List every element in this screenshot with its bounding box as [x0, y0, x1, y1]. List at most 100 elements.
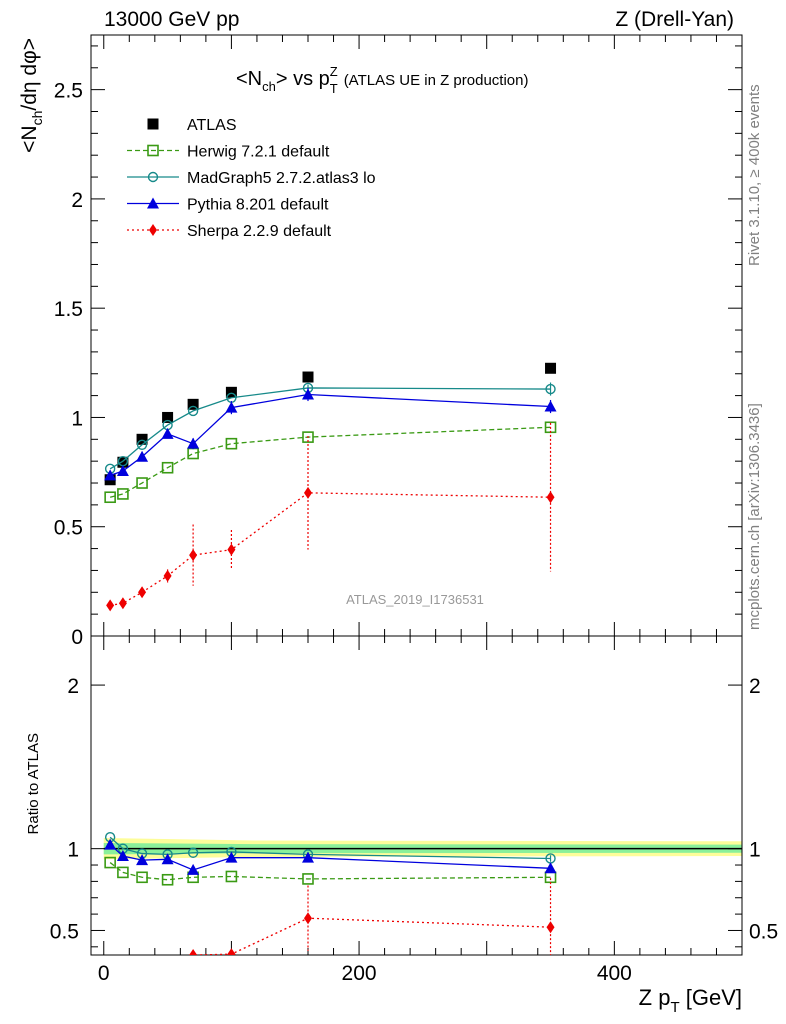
- chart-title: <Nch> vs pZ T (ATLAS UE in Z production): [236, 64, 528, 96]
- main-y-tick-label: 2.5: [54, 80, 83, 103]
- ratio-madgraph5-2-7-2-atlas3-lo-line: [109, 836, 551, 860]
- legend-sherpa-2-2-9-default-marker: [149, 224, 157, 236]
- legend-pythia-8-201-default-label: Pythia 8.201 default: [187, 197, 329, 214]
- ratio-sherpa-2-2-9-default-point: [138, 970, 146, 982]
- ratio-series: [104, 832, 557, 987]
- main-sherpa-2-2-9-default-point: [189, 549, 198, 562]
- ratio-madgraph5-2-7-2-atlas3-lo-point: [187, 847, 199, 858]
- ratio-pythia-8-201-default-point: [161, 853, 174, 865]
- main-herwig-7-2-1-default-point: [104, 491, 116, 504]
- main-atlas-point: [545, 362, 557, 374]
- main-pythia-8-201-default-point: [302, 388, 314, 400]
- ratio-herwig-7-2-1-default-point: [136, 871, 148, 884]
- main-y-tick-label: 1.5: [54, 298, 83, 321]
- legend-herwig-7-2-1-default-label: Herwig 7.2.1 default: [187, 144, 330, 161]
- header-right: Z (Drell-Yan): [615, 8, 734, 31]
- ratio-sherpa-2-2-9-default-point: [119, 975, 127, 987]
- ratio-herwig-7-2-1-default-point: [117, 866, 129, 879]
- main-pythia-8-201-default-point: [136, 450, 149, 462]
- main-sherpa-2-2-9-default-point: [138, 586, 147, 599]
- main-atlas-point: [162, 411, 174, 423]
- legend-madgraph5-2-7-2-atlas3-lo-marker: [147, 171, 159, 183]
- main-pythia-8-201-default-point: [225, 401, 238, 413]
- main-pythia-8-201-default-point: [544, 400, 557, 412]
- main-pythia-8-201-default-point: [104, 469, 117, 481]
- ratio-herwig-7-2-1-default-line: [109, 862, 551, 881]
- header-left: 13000 GeV pp: [104, 8, 240, 31]
- main-pythia-8-201-default-point: [161, 427, 174, 439]
- main-series: [104, 362, 557, 612]
- ratio-band: [103, 838, 742, 860]
- x-tick-label: 400: [597, 962, 632, 985]
- legend-sherpa-2-2-9-default-label: Sherpa 2.2.9 default: [187, 223, 332, 240]
- ratio-herwig-7-2-1-default-point: [302, 873, 314, 885]
- ratio-pythia-8-201-default-point: [104, 838, 117, 850]
- main-madgraph5-2-7-2-atlas3-lo-point: [136, 439, 148, 450]
- main-atlas-point: [136, 433, 148, 445]
- ratio-y-tick-label-right: 0.5: [749, 920, 778, 943]
- main-atlas-point: [187, 398, 199, 410]
- legend-atlas-label: ATLAS: [187, 117, 237, 134]
- main-herwig-7-2-1-default-point: [187, 447, 199, 460]
- ratio-y-tick-label-right: 1: [749, 839, 761, 862]
- main-atlas-point: [117, 456, 129, 468]
- main-madgraph5-2-7-2-atlas3-lo-point: [187, 405, 199, 417]
- main-atlas-point: [225, 386, 237, 398]
- ratio-pythia-8-201-default-point: [116, 850, 129, 862]
- main-sherpa-2-2-9-default-line: [110, 492, 551, 607]
- main-madgraph5-2-7-2-atlas3-lo-point: [545, 383, 556, 395]
- main-herwig-7-2-1-default-point: [302, 431, 314, 443]
- main-sherpa-2-2-9-default-point: [546, 491, 555, 504]
- ratio-frame: [90, 635, 743, 956]
- ratio-pythia-8-201-default-point: [544, 862, 557, 874]
- legend-madgraph5-2-7-2-atlas3-lo-label: MadGraph5 2.7.2.atlas3 lo: [187, 170, 376, 187]
- tick-marks: [91, 35, 743, 955]
- main-herwig-7-2-1-default-point: [161, 461, 174, 474]
- ratio-herwig-7-2-1-default-point: [104, 856, 116, 869]
- main-pythia-8-201-default-point: [116, 464, 129, 476]
- main-sherpa-2-2-9-default-point: [227, 543, 236, 556]
- watermark: ATLAS_2019_I1736531: [346, 592, 484, 607]
- main-y-tick-label: 2: [71, 189, 83, 212]
- main-y-tick-label: 0.5: [54, 517, 83, 540]
- main-pythia-8-201-default-point: [187, 437, 200, 449]
- ratio-herwig-7-2-1-default-point: [161, 873, 174, 886]
- legend-herwig-7-2-1-default-marker: [147, 144, 159, 157]
- ratio-sherpa-2-2-9-default-line: [191, 917, 551, 955]
- legend: ATLAS Herwig 7.2.1 default MadGraph5 2.7.2…: [127, 117, 376, 240]
- main-y-axis-label: <Nch/dη dφ>: [18, 38, 45, 153]
- ratio-sherpa-2-2-9-default-point: [164, 961, 172, 973]
- main-madgraph5-2-7-2-atlas3-lo-line: [109, 387, 551, 470]
- ratio-y-tick-label: 2: [67, 675, 79, 698]
- ratio-pythia-8-201-default-point: [187, 863, 200, 875]
- x-tick-label: 200: [342, 962, 377, 985]
- ratio-sherpa-2-2-9-default-point: [227, 948, 236, 955]
- ratio-sherpa-2-2-9-default-point: [546, 921, 555, 934]
- main-pythia-8-201-default-line: [109, 393, 551, 476]
- ratio-pythia-8-201-default-point: [302, 851, 314, 863]
- main-herwig-7-2-1-default-point: [117, 488, 129, 500]
- ratio-y-tick-label: 0.5: [50, 920, 79, 943]
- ratio-pythia-8-201-default-point: [225, 851, 238, 863]
- main-herwig-7-2-1-default-line: [109, 426, 551, 498]
- ratio-y-tick-label: 1: [67, 839, 79, 862]
- ratio-sherpa-2-2-9-default-point: [304, 912, 312, 925]
- main-y-tick-label: 0: [71, 626, 83, 649]
- x-axis-label: Z pT [GeV]: [639, 985, 742, 1016]
- ratio-y-axis-label: Ratio to ATLAS: [25, 733, 42, 834]
- main-sherpa-2-2-9-default-point: [106, 599, 115, 612]
- main-y-tick-label: 1: [71, 407, 83, 430]
- main-herwig-7-2-1-default-point: [136, 477, 148, 489]
- main-sherpa-2-2-9-default-point: [304, 486, 312, 499]
- main-sherpa-2-2-9-default-point: [163, 569, 172, 582]
- main-herwig-7-2-1-default-point: [225, 437, 238, 450]
- legend-pythia-8-201-default-marker: [147, 197, 159, 209]
- ratio-pythia-8-201-default-point: [136, 854, 149, 866]
- ratio-sherpa-2-2-9-default-point: [189, 949, 198, 955]
- ratio-y-tick-label-right: 2: [749, 675, 761, 698]
- main-atlas-point: [302, 371, 314, 383]
- x-tick-label: 0: [98, 962, 110, 985]
- main-sherpa-2-2-9-default-point: [118, 597, 127, 610]
- legend-atlas-marker: [147, 118, 159, 130]
